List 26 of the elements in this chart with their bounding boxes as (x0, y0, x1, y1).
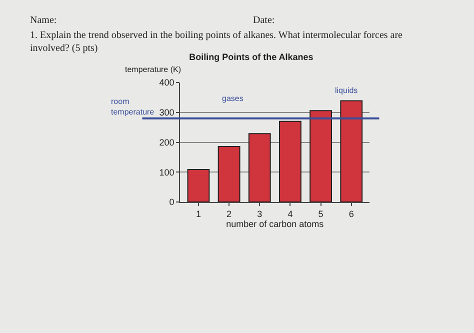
annotation: liquids (335, 86, 358, 95)
x-axis-title: number of carbon atoms (226, 218, 324, 229)
y-tick-label: 0 (169, 197, 174, 208)
x-tick-label: 5 (318, 208, 324, 219)
ref-line-label: room temperature (111, 97, 155, 116)
y-tick-label: 200 (159, 137, 174, 148)
bar (248, 133, 271, 202)
y-tick-label: 100 (159, 167, 174, 178)
bar (187, 168, 210, 202)
annotation: gases (222, 94, 244, 103)
x-tick-label: 1 (196, 208, 201, 219)
y-axis-title: temperature (K) (125, 65, 182, 74)
bar (279, 120, 302, 202)
x-tick-label: 3 (257, 208, 262, 219)
x-tick-label: 6 (348, 208, 354, 219)
y-tick-label: 300 (159, 108, 174, 118)
text: 1. Explain the trend observed in the boiling points of alkanes. What intermolecular forces are involved? (5 pts) (30, 30, 404, 54)
bar (310, 110, 332, 202)
x-tick-label: 2 (226, 208, 232, 219)
y-tick-label: 400 (159, 78, 174, 88)
chart-title: Boiling Points of the Alkanes (189, 52, 314, 62)
text: Name: (30, 15, 57, 26)
x-tick-label: 4 (288, 208, 293, 219)
text: Date: (253, 15, 275, 26)
bar (218, 146, 240, 202)
bar (340, 100, 363, 202)
